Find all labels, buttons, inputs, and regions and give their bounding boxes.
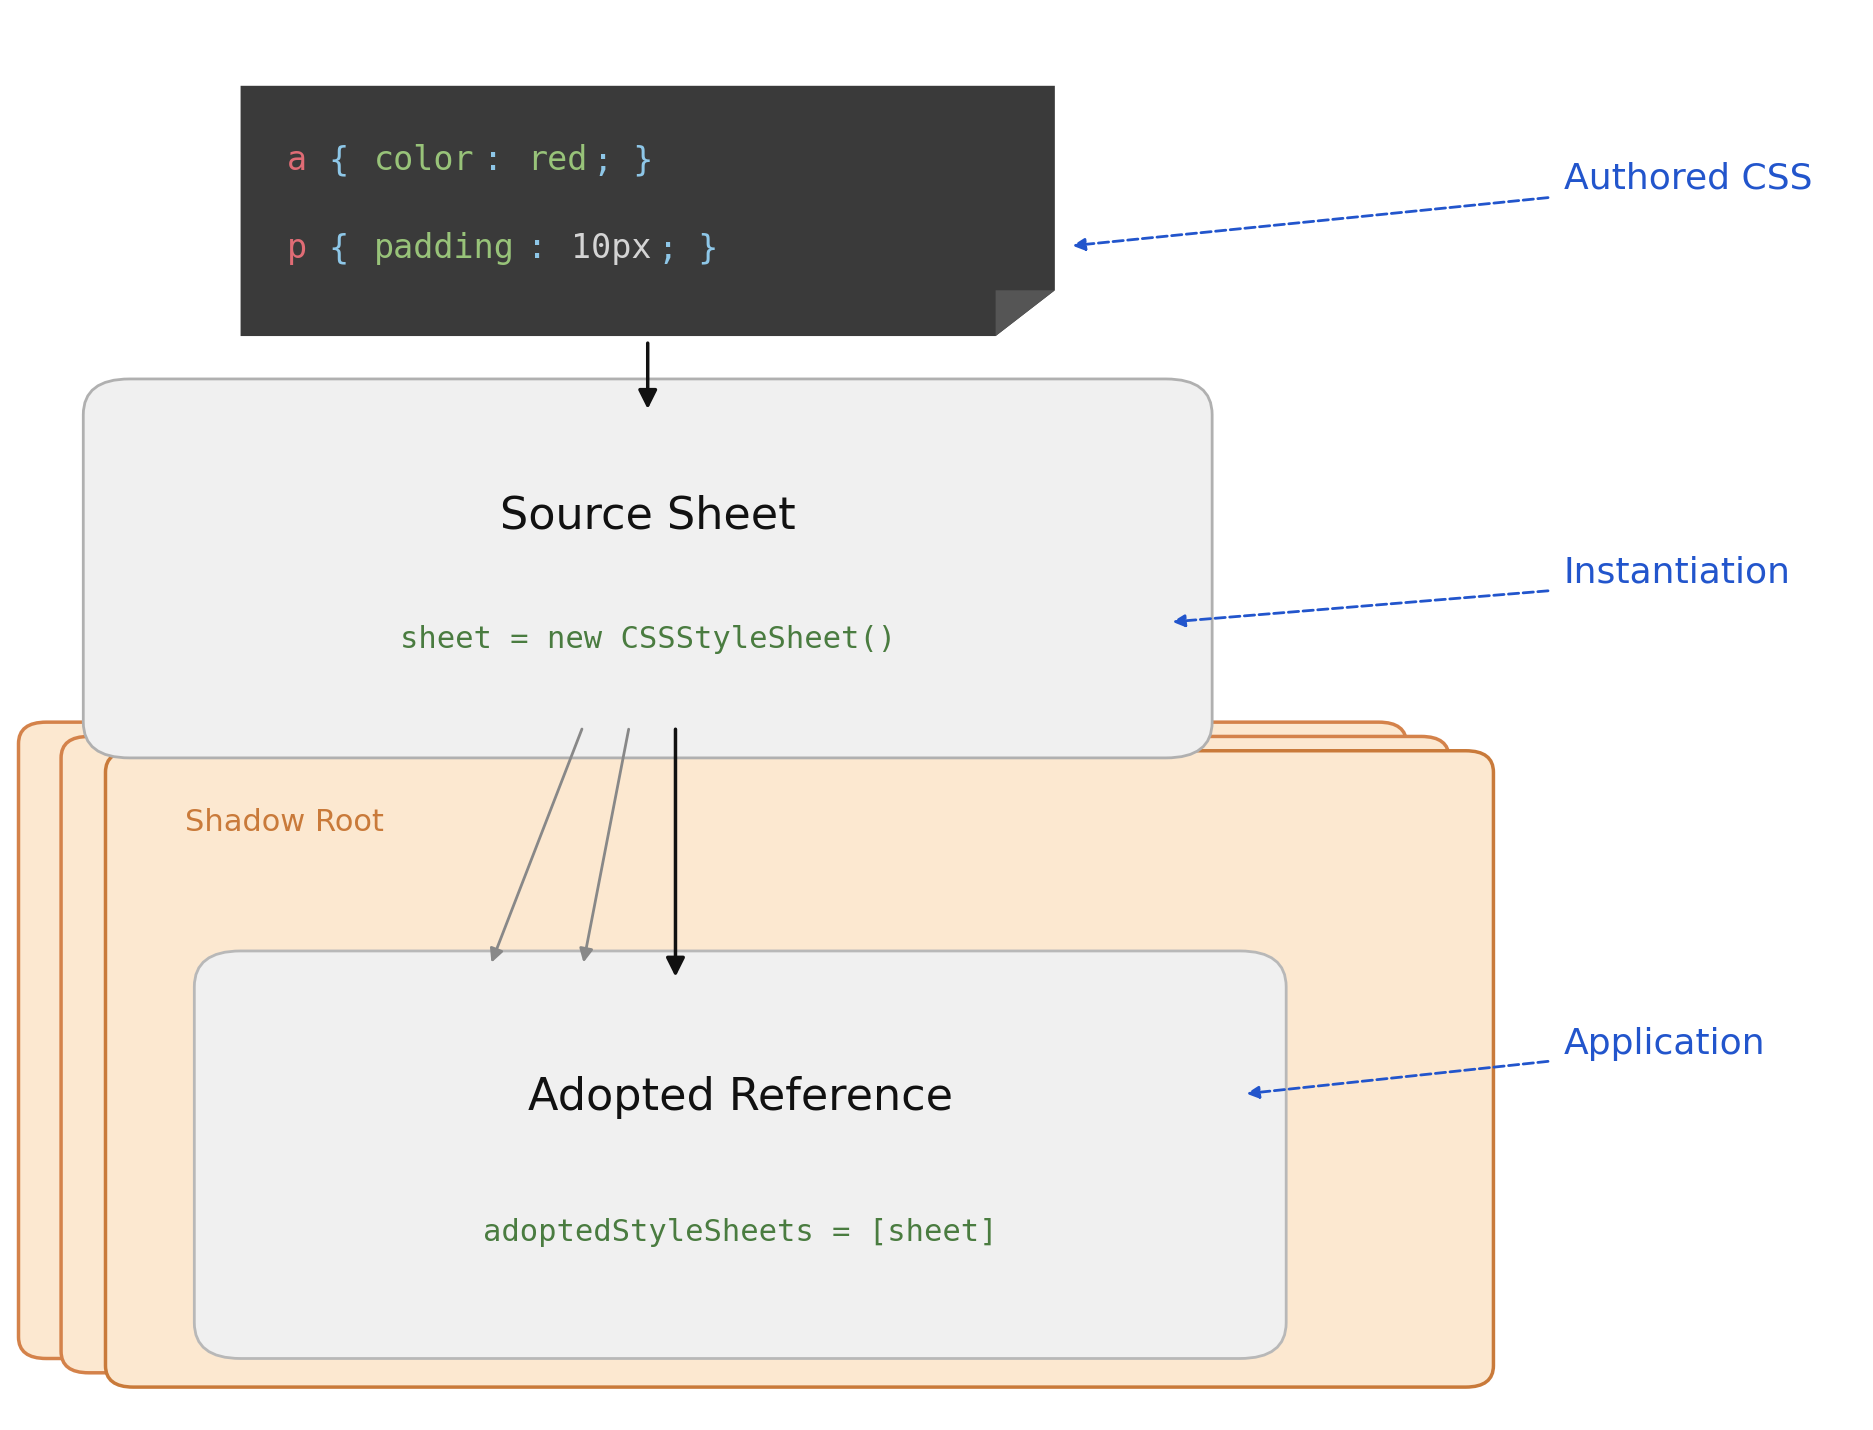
Text: {: { xyxy=(309,232,369,265)
FancyBboxPatch shape xyxy=(105,751,1493,1387)
FancyBboxPatch shape xyxy=(19,722,1407,1358)
Text: color: color xyxy=(375,144,474,177)
FancyBboxPatch shape xyxy=(62,736,1448,1373)
Text: :: : xyxy=(483,144,523,177)
Text: {: { xyxy=(309,144,369,177)
Text: Shadow Root: Shadow Root xyxy=(185,808,384,837)
Text: ; }: ; } xyxy=(657,232,717,265)
Text: padding: padding xyxy=(375,232,515,265)
Text: Application: Application xyxy=(1562,1027,1764,1061)
Polygon shape xyxy=(995,290,1054,336)
Text: Instantiation: Instantiation xyxy=(1562,555,1791,589)
Polygon shape xyxy=(240,86,1054,336)
Text: Adopted Reference: Adopted Reference xyxy=(528,1077,951,1120)
Text: p: p xyxy=(287,232,307,265)
Text: red: red xyxy=(526,144,586,177)
Text: adoptedStyleSheets = [sheet]: adoptedStyleSheets = [sheet] xyxy=(483,1217,996,1247)
Text: ; }: ; } xyxy=(592,144,652,177)
FancyBboxPatch shape xyxy=(195,951,1285,1358)
Text: Authored CSS: Authored CSS xyxy=(1562,162,1811,196)
Text: a: a xyxy=(287,144,307,177)
Text: 10px: 10px xyxy=(571,232,652,265)
FancyBboxPatch shape xyxy=(82,379,1212,758)
Text: :: : xyxy=(526,232,568,265)
Text: Source Sheet: Source Sheet xyxy=(500,495,796,538)
Text: sheet = new CSSStyleSheet(): sheet = new CSSStyleSheet() xyxy=(399,625,895,654)
